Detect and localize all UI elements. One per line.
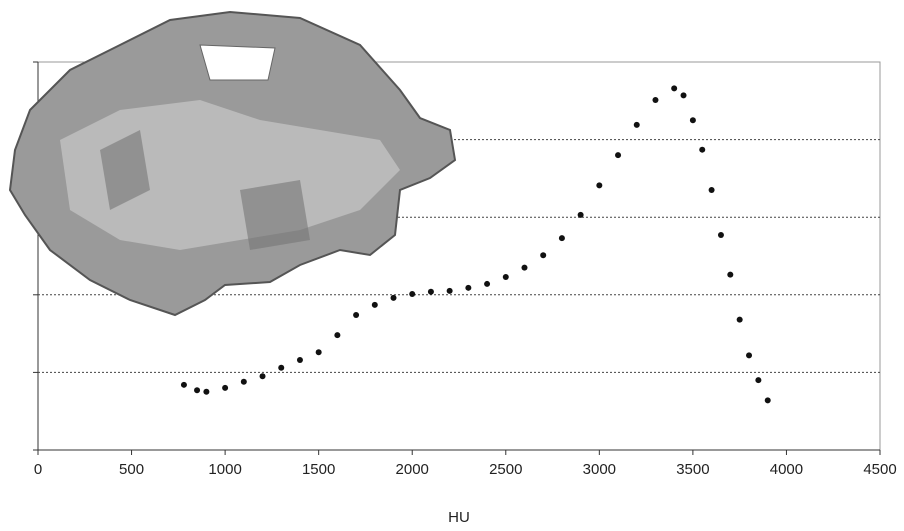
skull-image [8, 10, 457, 317]
data-point [699, 146, 706, 153]
data-point [521, 264, 528, 271]
data-point [446, 287, 453, 294]
x-tick-label: 0 [34, 461, 42, 478]
data-point [652, 97, 659, 104]
data-point [764, 397, 771, 404]
data-point [671, 85, 678, 92]
data-point [736, 316, 743, 323]
data-point [427, 288, 434, 295]
data-point [278, 364, 285, 371]
data-point [596, 182, 603, 189]
x-tick-label: 3500 [676, 461, 709, 478]
data-point [240, 378, 247, 385]
x-tick-label: 4000 [770, 461, 803, 478]
data-point [558, 235, 565, 242]
x-axis-label: HU [448, 509, 470, 526]
data-point [746, 352, 753, 359]
data-point [633, 121, 640, 128]
x-tick-label: 2500 [489, 461, 522, 478]
data-point [353, 311, 360, 318]
x-tick-label: 1000 [208, 461, 241, 478]
data-point [708, 187, 715, 194]
data-point [502, 273, 509, 280]
data-point [334, 332, 341, 339]
data-point [680, 92, 687, 99]
data-point [371, 301, 378, 308]
data-point [409, 291, 416, 298]
data-point [222, 384, 229, 391]
x-tick-label: 2000 [396, 461, 429, 478]
data-point [717, 232, 724, 239]
data-point [755, 377, 762, 384]
data-point [484, 280, 491, 287]
data-point [465, 284, 472, 291]
data-point [390, 294, 397, 301]
data-point [689, 117, 696, 124]
x-tick-label: 4500 [863, 461, 896, 478]
data-point [540, 252, 547, 259]
data-point [615, 152, 622, 159]
data-point [577, 211, 584, 218]
data-point [180, 381, 187, 388]
data-point [194, 387, 201, 394]
x-tick-label: 1500 [302, 461, 335, 478]
data-point [315, 349, 322, 356]
data-point [259, 373, 266, 380]
data-point [203, 388, 210, 395]
x-tick-label: 500 [119, 461, 144, 478]
data-point [296, 356, 303, 363]
x-tick-label: 3000 [583, 461, 616, 478]
data-point [727, 271, 734, 278]
